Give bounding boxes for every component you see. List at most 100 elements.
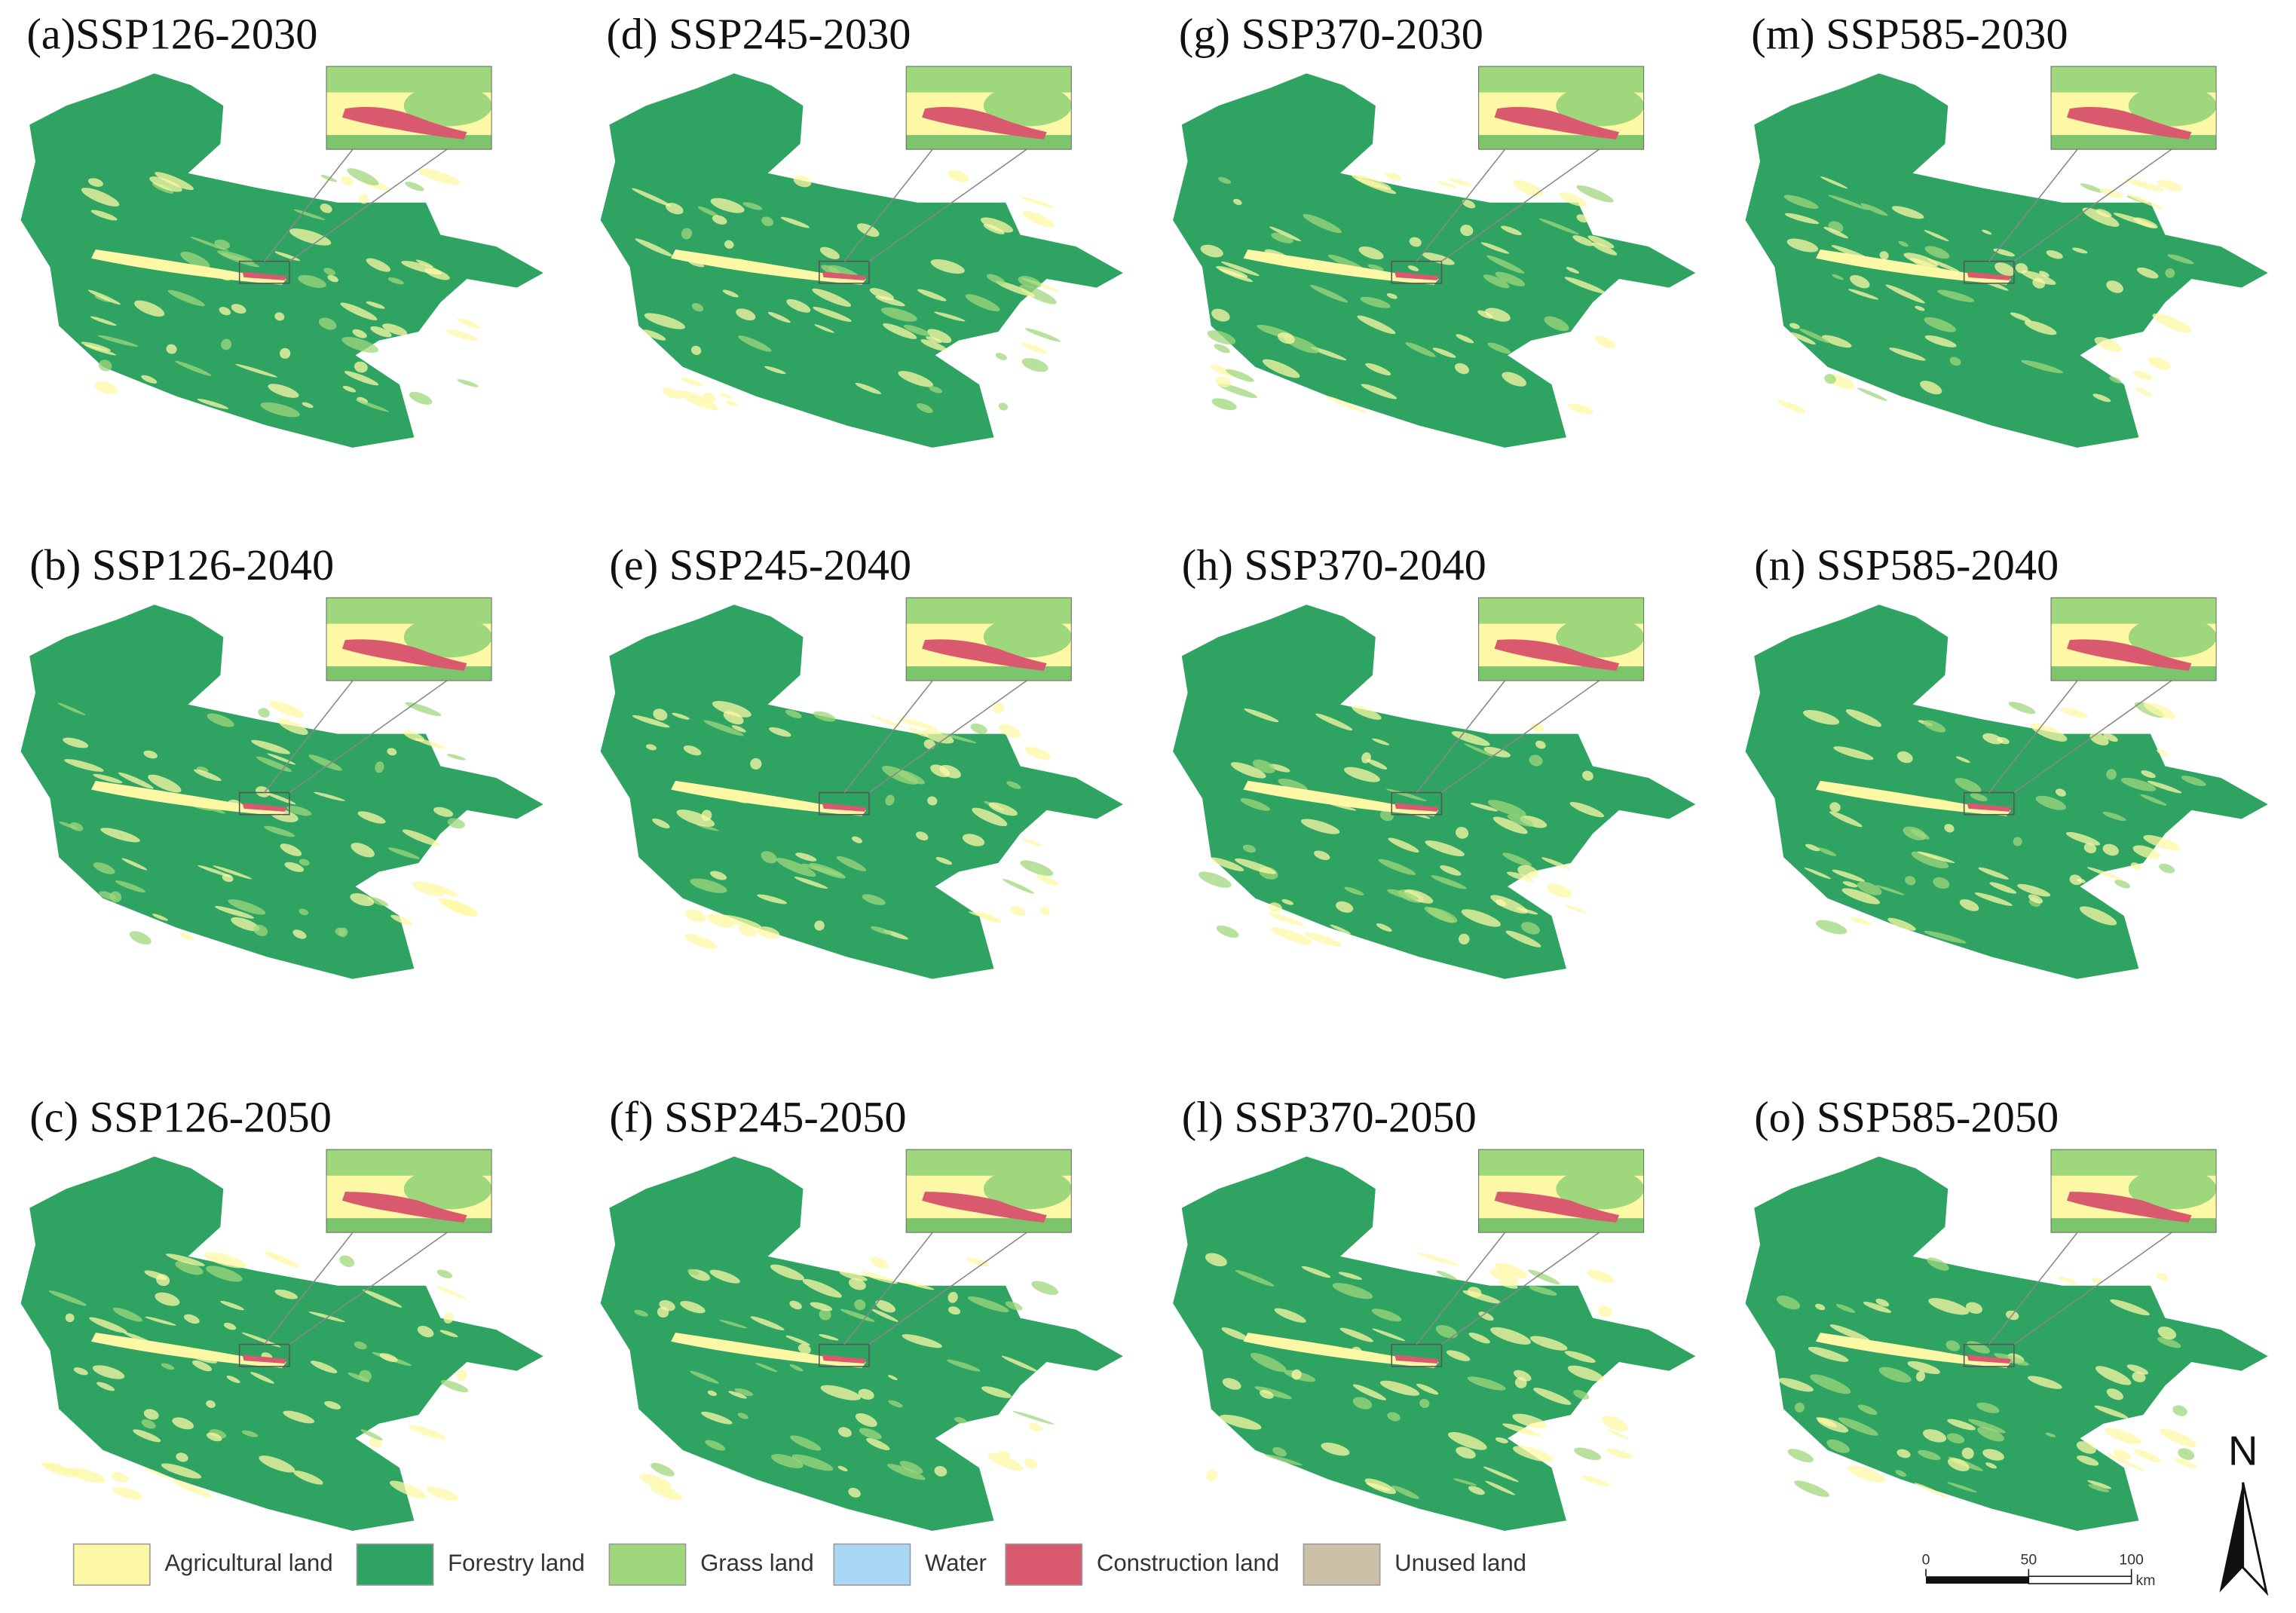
land-patch xyxy=(2083,843,2097,854)
land-patch xyxy=(653,709,668,721)
land-patch xyxy=(166,344,177,354)
map-panel: (f) SSP245-2050 xyxy=(600,1092,1123,1531)
scale-bar-white xyxy=(2028,1575,2132,1584)
land-patch xyxy=(2133,370,2153,380)
land-patch xyxy=(2017,883,2051,897)
land-patch xyxy=(1535,740,1546,749)
land-patch xyxy=(1896,1449,1911,1458)
land-patch xyxy=(634,1309,648,1317)
land-patch xyxy=(1860,203,1888,216)
land-patch xyxy=(2065,831,2101,846)
land-patch xyxy=(2094,1405,2129,1419)
land-patch xyxy=(1221,1327,1248,1340)
land-patch xyxy=(2134,1449,2161,1463)
land-patch xyxy=(1961,1447,1974,1459)
land-patch xyxy=(645,744,657,751)
land-patch xyxy=(923,739,935,749)
land-patch xyxy=(1031,1281,1059,1296)
land-patch xyxy=(358,194,369,204)
inset-forest xyxy=(2050,1218,2217,1233)
land-patch xyxy=(145,1316,176,1326)
land-patch xyxy=(2076,1440,2096,1454)
land-patch xyxy=(1832,274,1844,280)
zoom-line xyxy=(264,149,354,262)
land-patch xyxy=(221,338,232,350)
land-patch xyxy=(1417,1253,1460,1266)
land-patch xyxy=(1891,206,1924,219)
land-patch xyxy=(1810,1374,1851,1394)
land-patch xyxy=(190,237,229,252)
land-patch xyxy=(902,1334,943,1348)
land-patch xyxy=(351,843,375,858)
land-patch xyxy=(794,877,828,889)
land-patch xyxy=(1325,395,1366,413)
land-patch xyxy=(965,294,1000,312)
land-patch xyxy=(1970,793,1988,802)
land-patch xyxy=(885,794,895,806)
land-patch xyxy=(2156,1272,2169,1281)
land-patch xyxy=(1264,1454,1303,1466)
land-patch xyxy=(215,905,255,919)
land-patch xyxy=(369,1437,382,1448)
land-patch xyxy=(1376,923,1392,932)
land-patch xyxy=(1386,292,1397,299)
land-patch xyxy=(690,878,727,893)
land-patch xyxy=(68,1468,106,1483)
land-patch xyxy=(859,1428,882,1440)
land-patch xyxy=(89,1317,127,1333)
map-panel: (n) SSP585-2040 xyxy=(1745,540,2268,979)
land-patch xyxy=(1303,214,1342,234)
land-patch xyxy=(206,1400,216,1408)
land-patch xyxy=(993,702,1005,714)
land-patch xyxy=(789,1300,802,1310)
land-patch xyxy=(1565,904,1587,914)
valley-strip xyxy=(671,1333,867,1368)
panel-title: (h) SSP370-2040 xyxy=(1182,540,1486,589)
land-patch xyxy=(1272,1446,1287,1457)
land-patch xyxy=(1358,246,1384,260)
land-patch xyxy=(705,1440,726,1451)
legend-label: Agricultural land xyxy=(164,1550,332,1576)
land-patch xyxy=(1789,323,1800,329)
land-patch xyxy=(1244,708,1279,723)
land-patch xyxy=(375,761,384,773)
land-patch xyxy=(2140,794,2167,806)
valley-strip xyxy=(90,249,286,285)
land-patch xyxy=(143,1409,159,1420)
land-patch xyxy=(1360,296,1391,308)
zoom-line xyxy=(264,1232,354,1345)
land-patch xyxy=(1252,759,1275,773)
land-patch xyxy=(1269,226,1302,242)
land-patch xyxy=(456,1370,467,1382)
land-patch xyxy=(947,170,969,182)
land-patch xyxy=(1977,1427,2004,1442)
land-patch xyxy=(1569,802,1605,818)
land-patch xyxy=(707,1390,717,1397)
land-patch xyxy=(1218,176,1232,184)
urban-strip xyxy=(1967,1354,2011,1364)
land-patch xyxy=(292,929,307,939)
land-patch xyxy=(691,303,704,312)
land-patch xyxy=(387,748,397,756)
land-patch xyxy=(962,834,985,846)
land-patch xyxy=(1850,274,1870,289)
land-patch xyxy=(2148,357,2171,370)
land-patch xyxy=(1602,1416,1628,1431)
land-patch xyxy=(869,288,894,301)
land-patch xyxy=(1949,357,1961,366)
land-patch xyxy=(635,238,673,257)
land-patch xyxy=(63,737,89,748)
north-arrow-left xyxy=(2219,1482,2243,1593)
land-patch xyxy=(813,306,852,322)
land-patch xyxy=(836,855,867,871)
land-patch xyxy=(1206,1469,1217,1482)
land-patch xyxy=(1436,1270,1457,1281)
land-patch xyxy=(690,345,702,355)
land-patch xyxy=(161,1463,202,1479)
land-patch xyxy=(858,1388,874,1400)
land-patch xyxy=(920,339,947,351)
land-patch xyxy=(972,807,1008,827)
valley-strip xyxy=(1815,780,2011,816)
land-patch xyxy=(1924,335,1957,347)
land-patch xyxy=(65,1313,75,1323)
